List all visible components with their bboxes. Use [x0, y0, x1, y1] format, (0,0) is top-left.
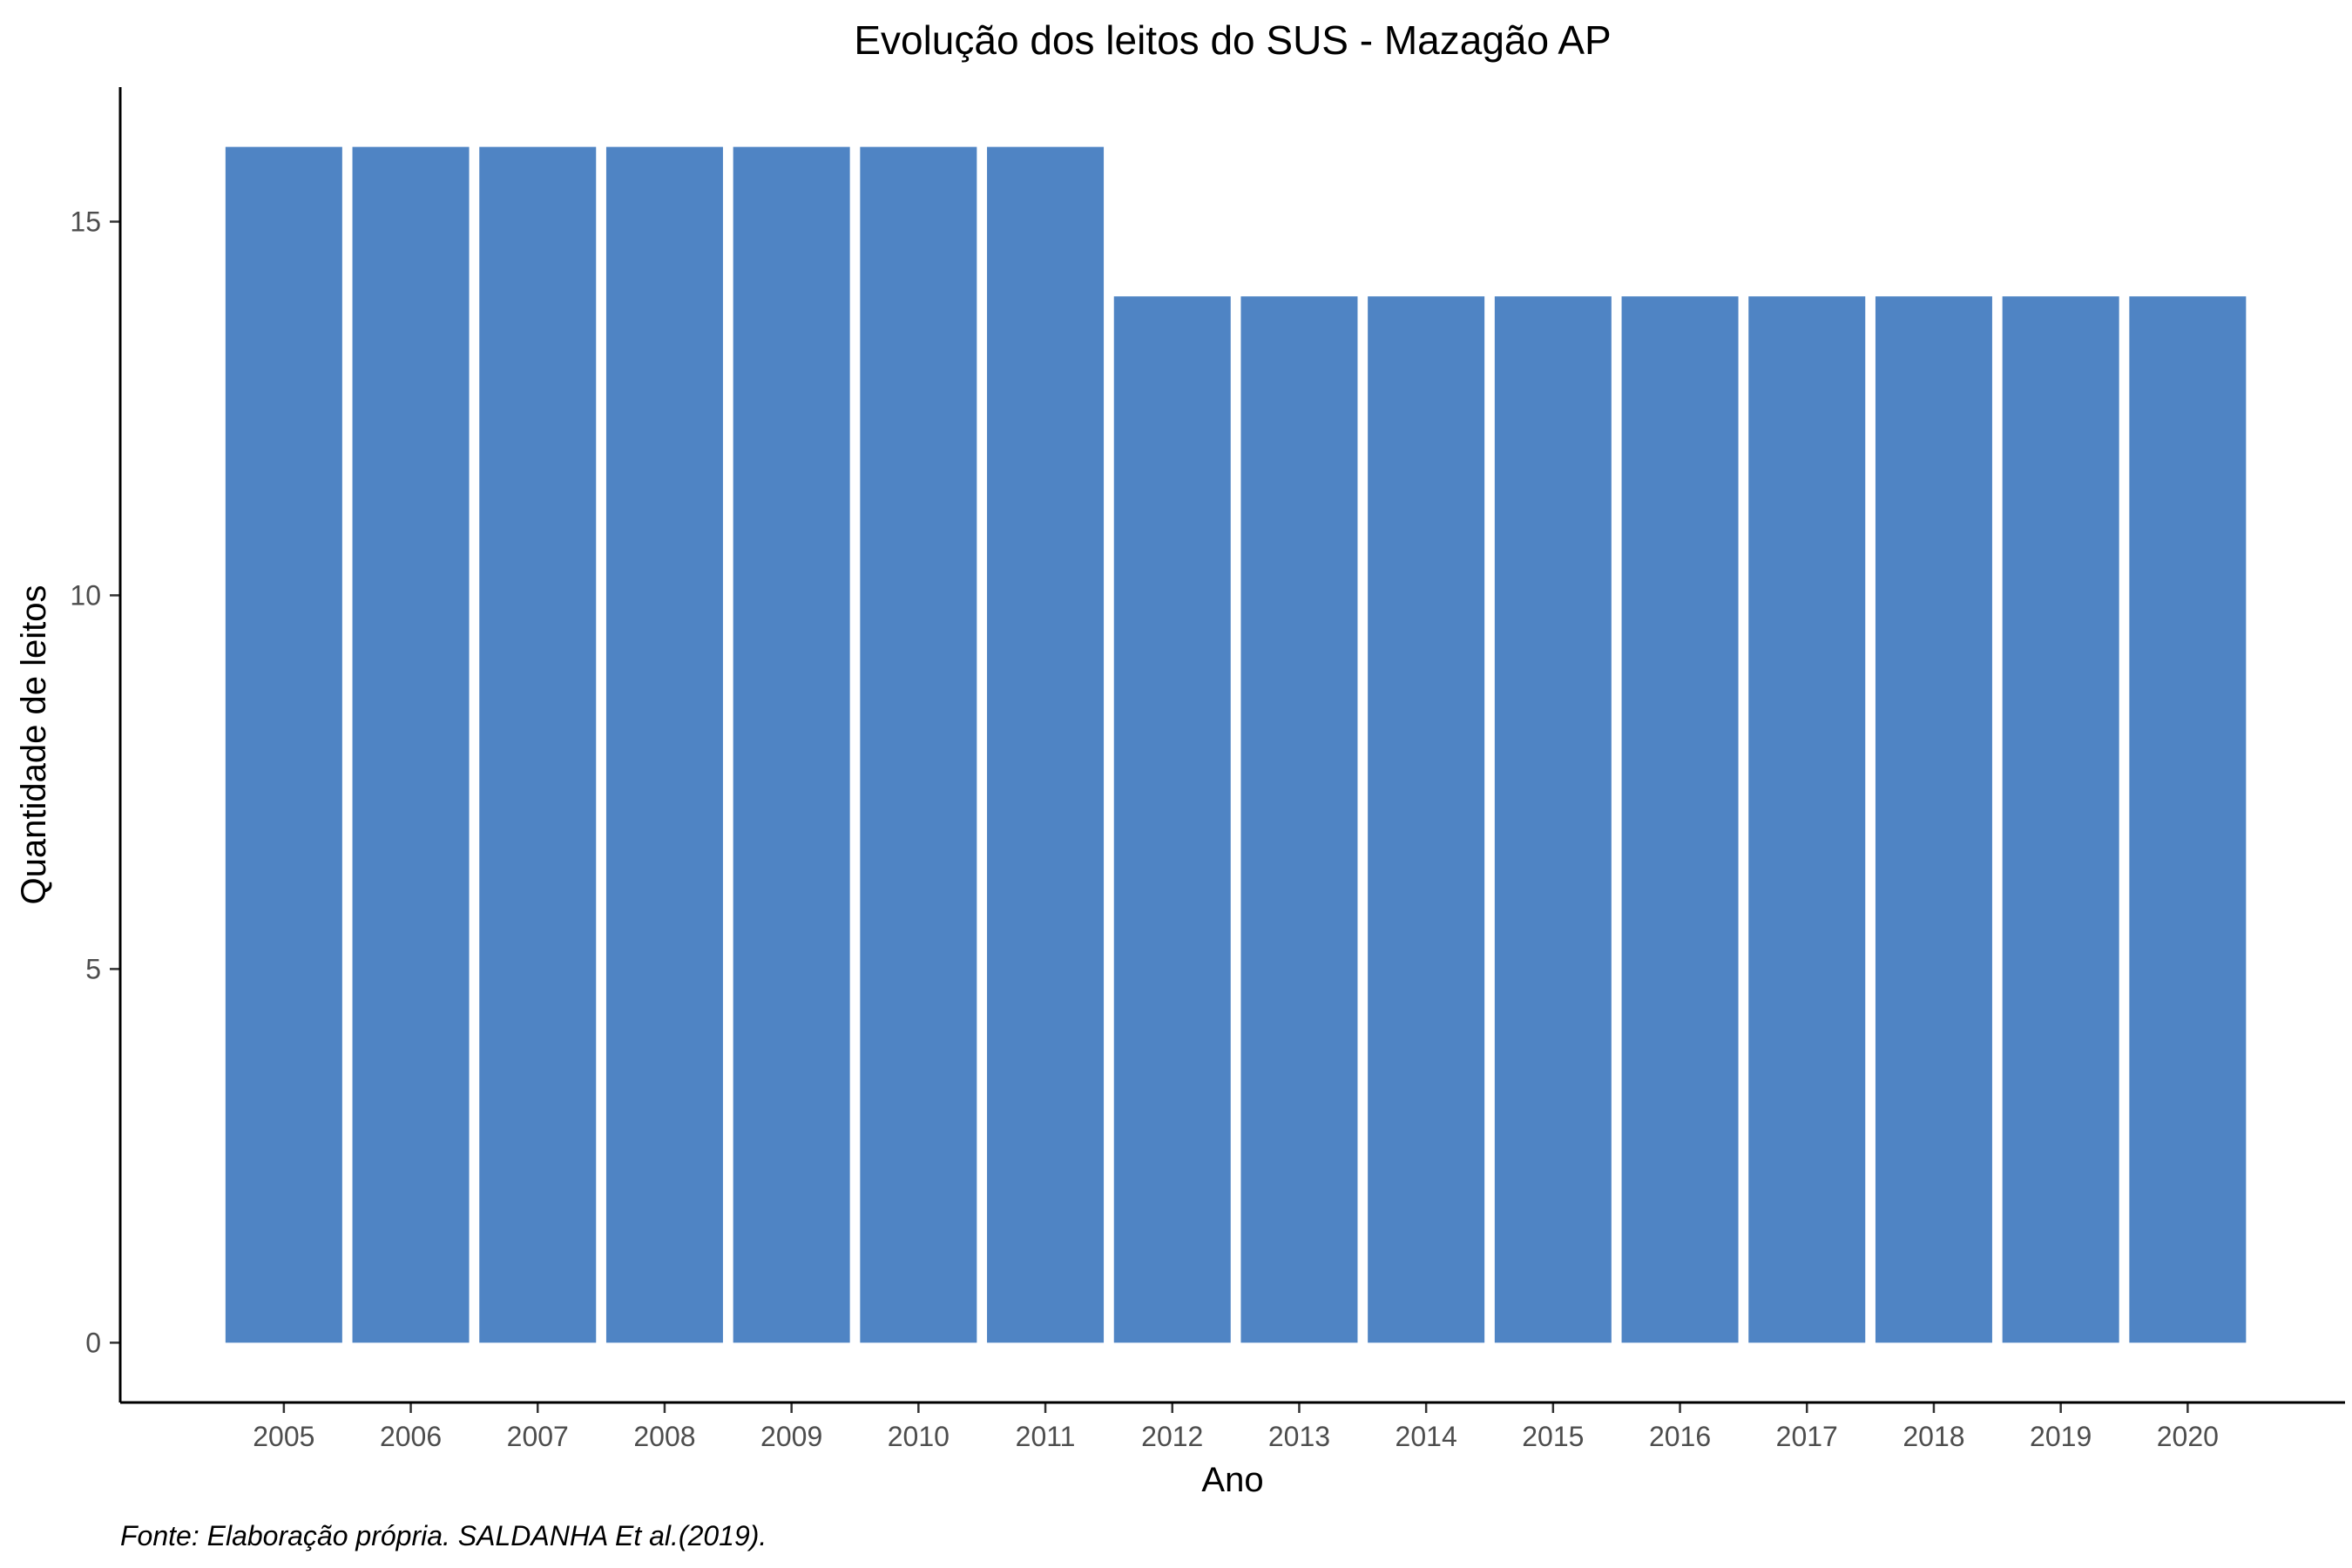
bar-2010	[860, 146, 977, 1343]
bar-2006	[352, 146, 470, 1343]
x-tick-label-2009: 2009	[760, 1421, 822, 1452]
bar-2019	[2002, 296, 2119, 1343]
bar-2017	[1748, 296, 1866, 1343]
bar-2007	[479, 146, 597, 1343]
x-tick-label-2010: 2010	[888, 1421, 950, 1452]
y-tick-label-0: 0	[85, 1327, 101, 1358]
y-tick-label-5: 5	[85, 953, 101, 984]
x-tick-label-2019: 2019	[2030, 1421, 2092, 1452]
bar-2020	[2129, 296, 2247, 1343]
bar-2012	[1113, 296, 1231, 1343]
x-axis-label: Ano	[1201, 1461, 1263, 1499]
x-tick-label-2018: 2018	[1903, 1421, 1964, 1452]
source-caption: Fonte: Elaboração própria. SALDANHA Et a…	[120, 1520, 767, 1551]
chart-title: Evolução dos leitos do SUS - Mazagão AP	[854, 17, 1611, 63]
bar-2013	[1240, 296, 1358, 1343]
x-tick-label-2017: 2017	[1776, 1421, 1838, 1452]
x-tick-label-2012: 2012	[1141, 1421, 1203, 1452]
x-axis-ticks: 2005 2006 2007 2008 2009 2010 2011 2012 2013 2014…	[253, 1402, 2219, 1452]
x-tick-label-2011: 2011	[1016, 1421, 1076, 1452]
bar-2009	[733, 146, 850, 1343]
bar-2011	[987, 146, 1105, 1343]
x-tick-label-2007: 2007	[507, 1421, 569, 1452]
bar-2018	[1875, 296, 1992, 1343]
y-axis-label: Quantidade de leitos	[15, 585, 53, 905]
y-tick-label-15: 15	[70, 206, 101, 237]
x-tick-label-2014: 2014	[1396, 1421, 1457, 1452]
x-tick-label-2008: 2008	[633, 1421, 695, 1452]
x-tick-label-2013: 2013	[1268, 1421, 1330, 1452]
x-tick-label-2020: 2020	[2157, 1421, 2219, 1452]
y-tick-label-10: 10	[70, 579, 101, 611]
y-axis-ticks: 0 5 10 15	[70, 206, 120, 1358]
x-tick-label-2015: 2015	[1522, 1421, 1584, 1452]
bar-2008	[605, 146, 723, 1343]
bars-group	[225, 146, 2247, 1343]
bar-2014	[1368, 296, 1485, 1343]
bar-2016	[1621, 296, 1739, 1343]
bar-2015	[1494, 296, 1612, 1343]
x-tick-label-2006: 2006	[380, 1421, 442, 1452]
x-tick-label-2016: 2016	[1649, 1421, 1711, 1452]
bar-2005	[225, 146, 342, 1343]
x-tick-label-2005: 2005	[253, 1421, 314, 1452]
